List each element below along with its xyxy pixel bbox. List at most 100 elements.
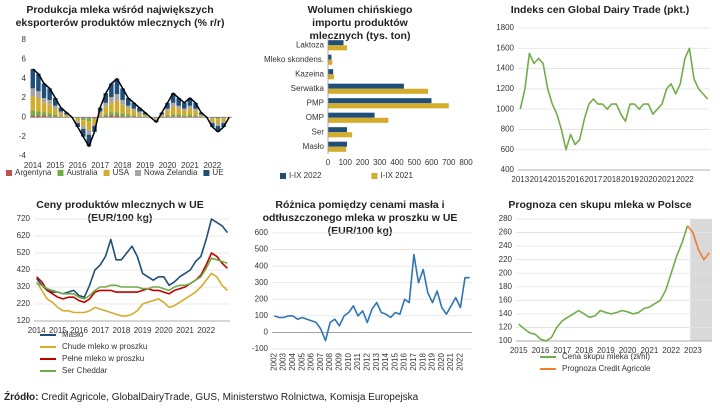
- bar-segment: [131, 115, 137, 117]
- x-tick-label: 2003: [279, 352, 288, 370]
- bar-segment: [198, 114, 204, 116]
- bar-segment: [182, 116, 187, 118]
- bar-segment: [47, 99, 52, 105]
- panel: Produkcja mleka wśród największych ekspo…: [0, 0, 240, 195]
- bar-segment: [36, 111, 41, 116]
- bar-segment: [131, 102, 137, 109]
- y-tick-label: 1200: [496, 84, 514, 93]
- x-tick-label: 2016: [70, 326, 88, 335]
- bar-segment: [154, 118, 159, 120]
- x-tick-label: 2021: [640, 346, 658, 355]
- legend-label: UE: [212, 168, 223, 177]
- bar-segment: [114, 78, 120, 95]
- x-tick-label: 2017: [91, 161, 109, 170]
- y-tick-label: 620: [17, 231, 31, 240]
- x-tick-label: 2018: [113, 326, 131, 335]
- x-tick-label: 2018: [575, 346, 593, 355]
- x-tick-label: 2010: [344, 352, 353, 370]
- legend-marker: [135, 170, 142, 176]
- y-tick-label: 220: [499, 255, 513, 264]
- bar-segment: [109, 83, 114, 98]
- y-tick-label: 120: [17, 316, 31, 325]
- bar-segment: [170, 102, 176, 107]
- bar-segment: [53, 116, 58, 118]
- bar-segment: [53, 108, 58, 115]
- x-tick-label: 2016: [566, 175, 584, 184]
- y-tick-label: -4: [19, 151, 27, 160]
- bar-segment: [210, 117, 215, 119]
- x-tick-label: 2009: [335, 352, 344, 370]
- line: [32, 68, 230, 148]
- bar-segment: [86, 117, 92, 119]
- line: [519, 47, 709, 151]
- bar-segment: [109, 115, 114, 118]
- bar-segment: [53, 105, 58, 109]
- x-tick-label: 2007: [316, 352, 325, 370]
- y-tick-label: 140: [499, 309, 513, 318]
- panel: Wolumen chińskiego importu produktów mle…: [240, 0, 480, 195]
- x-tick-label: 500: [408, 158, 422, 167]
- x-tick-label: 2016: [69, 161, 87, 170]
- y-tick-label: 420: [17, 265, 31, 274]
- y-tick-label: 8: [22, 36, 27, 44]
- bar-segment: [187, 114, 193, 117]
- x-tick-label: 2022: [662, 346, 680, 355]
- bar-segment: [165, 110, 170, 116]
- bar-segment: [125, 114, 131, 117]
- bar-segment: [154, 119, 159, 121]
- bar: [328, 117, 389, 123]
- bar-segment: [114, 115, 120, 118]
- y-tick-label: 1000: [496, 104, 514, 113]
- bar: [328, 132, 353, 138]
- line: [518, 225, 689, 342]
- y-tick-label: Kazeina: [295, 69, 324, 78]
- bar-segment: [182, 102, 187, 109]
- bar: [328, 54, 332, 60]
- x-tick-label: 2017: [585, 175, 603, 184]
- y-tick-label: 320: [17, 282, 31, 291]
- chart-title: Wolumen chińskiego importu produktów mle…: [307, 4, 413, 42]
- bar-segment: [193, 115, 198, 117]
- x-tick-label: 2022: [203, 161, 221, 170]
- x-tick-label: 400: [390, 158, 404, 167]
- bar-segment: [131, 110, 137, 116]
- bar: [328, 45, 347, 51]
- bar-segment: [131, 116, 137, 118]
- bar-segment: [30, 88, 36, 97]
- bar-segment: [81, 128, 86, 137]
- x-tick-label: 2020: [639, 175, 657, 184]
- y-tick-label: 400: [255, 261, 269, 270]
- bar-segment: [97, 116, 103, 118]
- bar-segment: [103, 116, 108, 118]
- x-tick-label: 2013: [511, 175, 529, 184]
- bar-segment: [142, 114, 148, 116]
- x-tick-label: 200: [356, 158, 370, 167]
- bar-segment: [187, 108, 193, 115]
- x-tick-label: 600: [425, 158, 439, 167]
- bar-segment: [36, 73, 41, 92]
- bar-segment: [215, 126, 221, 132]
- y-tick-label: 280: [499, 215, 513, 223]
- chart-title: Indeks cen Global Dairy Trade (pkt.): [510, 4, 690, 16]
- x-tick-label: 2020: [619, 346, 637, 355]
- bar-segment: [92, 117, 97, 119]
- chart-title: Produkcja mleka wśród największych ekspo…: [15, 4, 225, 29]
- y-tick-label: -100: [252, 344, 269, 353]
- bar-segment: [182, 115, 187, 117]
- bar-segment: [165, 108, 170, 111]
- bar-segment: [125, 116, 131, 118]
- y-tick-label: 800: [501, 125, 515, 134]
- bar: [328, 88, 429, 94]
- bar-segment: [103, 93, 108, 103]
- y-tick-label: Masło: [303, 142, 325, 151]
- x-tick-label: 2015: [548, 175, 566, 184]
- bar-segment: [41, 83, 47, 98]
- bar-segment: [109, 112, 114, 116]
- bar-segment: [131, 108, 137, 111]
- bar-segment: [92, 119, 97, 125]
- bar-segment: [215, 124, 221, 127]
- x-tick-label: 300: [373, 158, 387, 167]
- bar-segment: [176, 98, 181, 106]
- bar-segment: [103, 102, 108, 107]
- bar-segment: [47, 104, 52, 114]
